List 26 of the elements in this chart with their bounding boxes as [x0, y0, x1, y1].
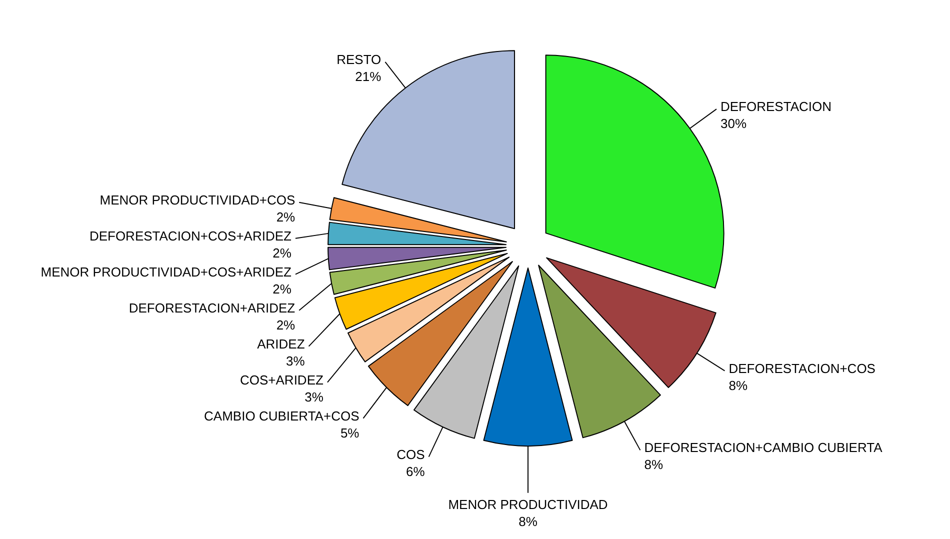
slice-label: DEFORESTACION+CAMBIO CUBIERTA: [644, 440, 883, 456]
slice-label: ARIDEZ: [257, 336, 305, 352]
slice-label: RESTO: [336, 52, 382, 67]
data-label: 6%: [406, 464, 426, 479]
data-label: 2%: [276, 317, 296, 332]
slice-label: COS+ARIDEZ: [240, 372, 324, 388]
slice-label: DEFORESTACION+ARIDEZ: [128, 300, 296, 316]
data-label: 3%: [286, 353, 306, 368]
slice-label: MENOR PRODUCTIVIDAD+COS+ARIDEZ: [40, 264, 292, 280]
data-label: 2%: [272, 245, 292, 260]
data-label: 2%: [276, 209, 296, 224]
slice-label: DEFORESTACION+COS: [728, 360, 876, 376]
data-label: 30%: [720, 116, 747, 132]
data-label: 5%: [340, 425, 360, 440]
data-label: 8%: [644, 457, 664, 472]
data-label: 8%: [728, 378, 748, 393]
slice-label: MENOR PRODUCTIVIDAD+COS: [100, 192, 296, 208]
data-label: 8%: [518, 514, 538, 529]
data-label: 21%: [355, 68, 382, 84]
data-label: 2%: [272, 281, 292, 296]
slice-label: COS: [396, 446, 426, 462]
slice-label: CAMBIO CUBIERTA+COS: [204, 408, 360, 424]
slice-label: DEFORESTACION: [720, 99, 832, 114]
slice-label: DEFORESTACION+COS+ARIDEZ: [89, 228, 292, 244]
data-label: 3%: [304, 389, 324, 404]
slice-label: MENOR PRODUCTIVIDAD: [448, 496, 608, 512]
